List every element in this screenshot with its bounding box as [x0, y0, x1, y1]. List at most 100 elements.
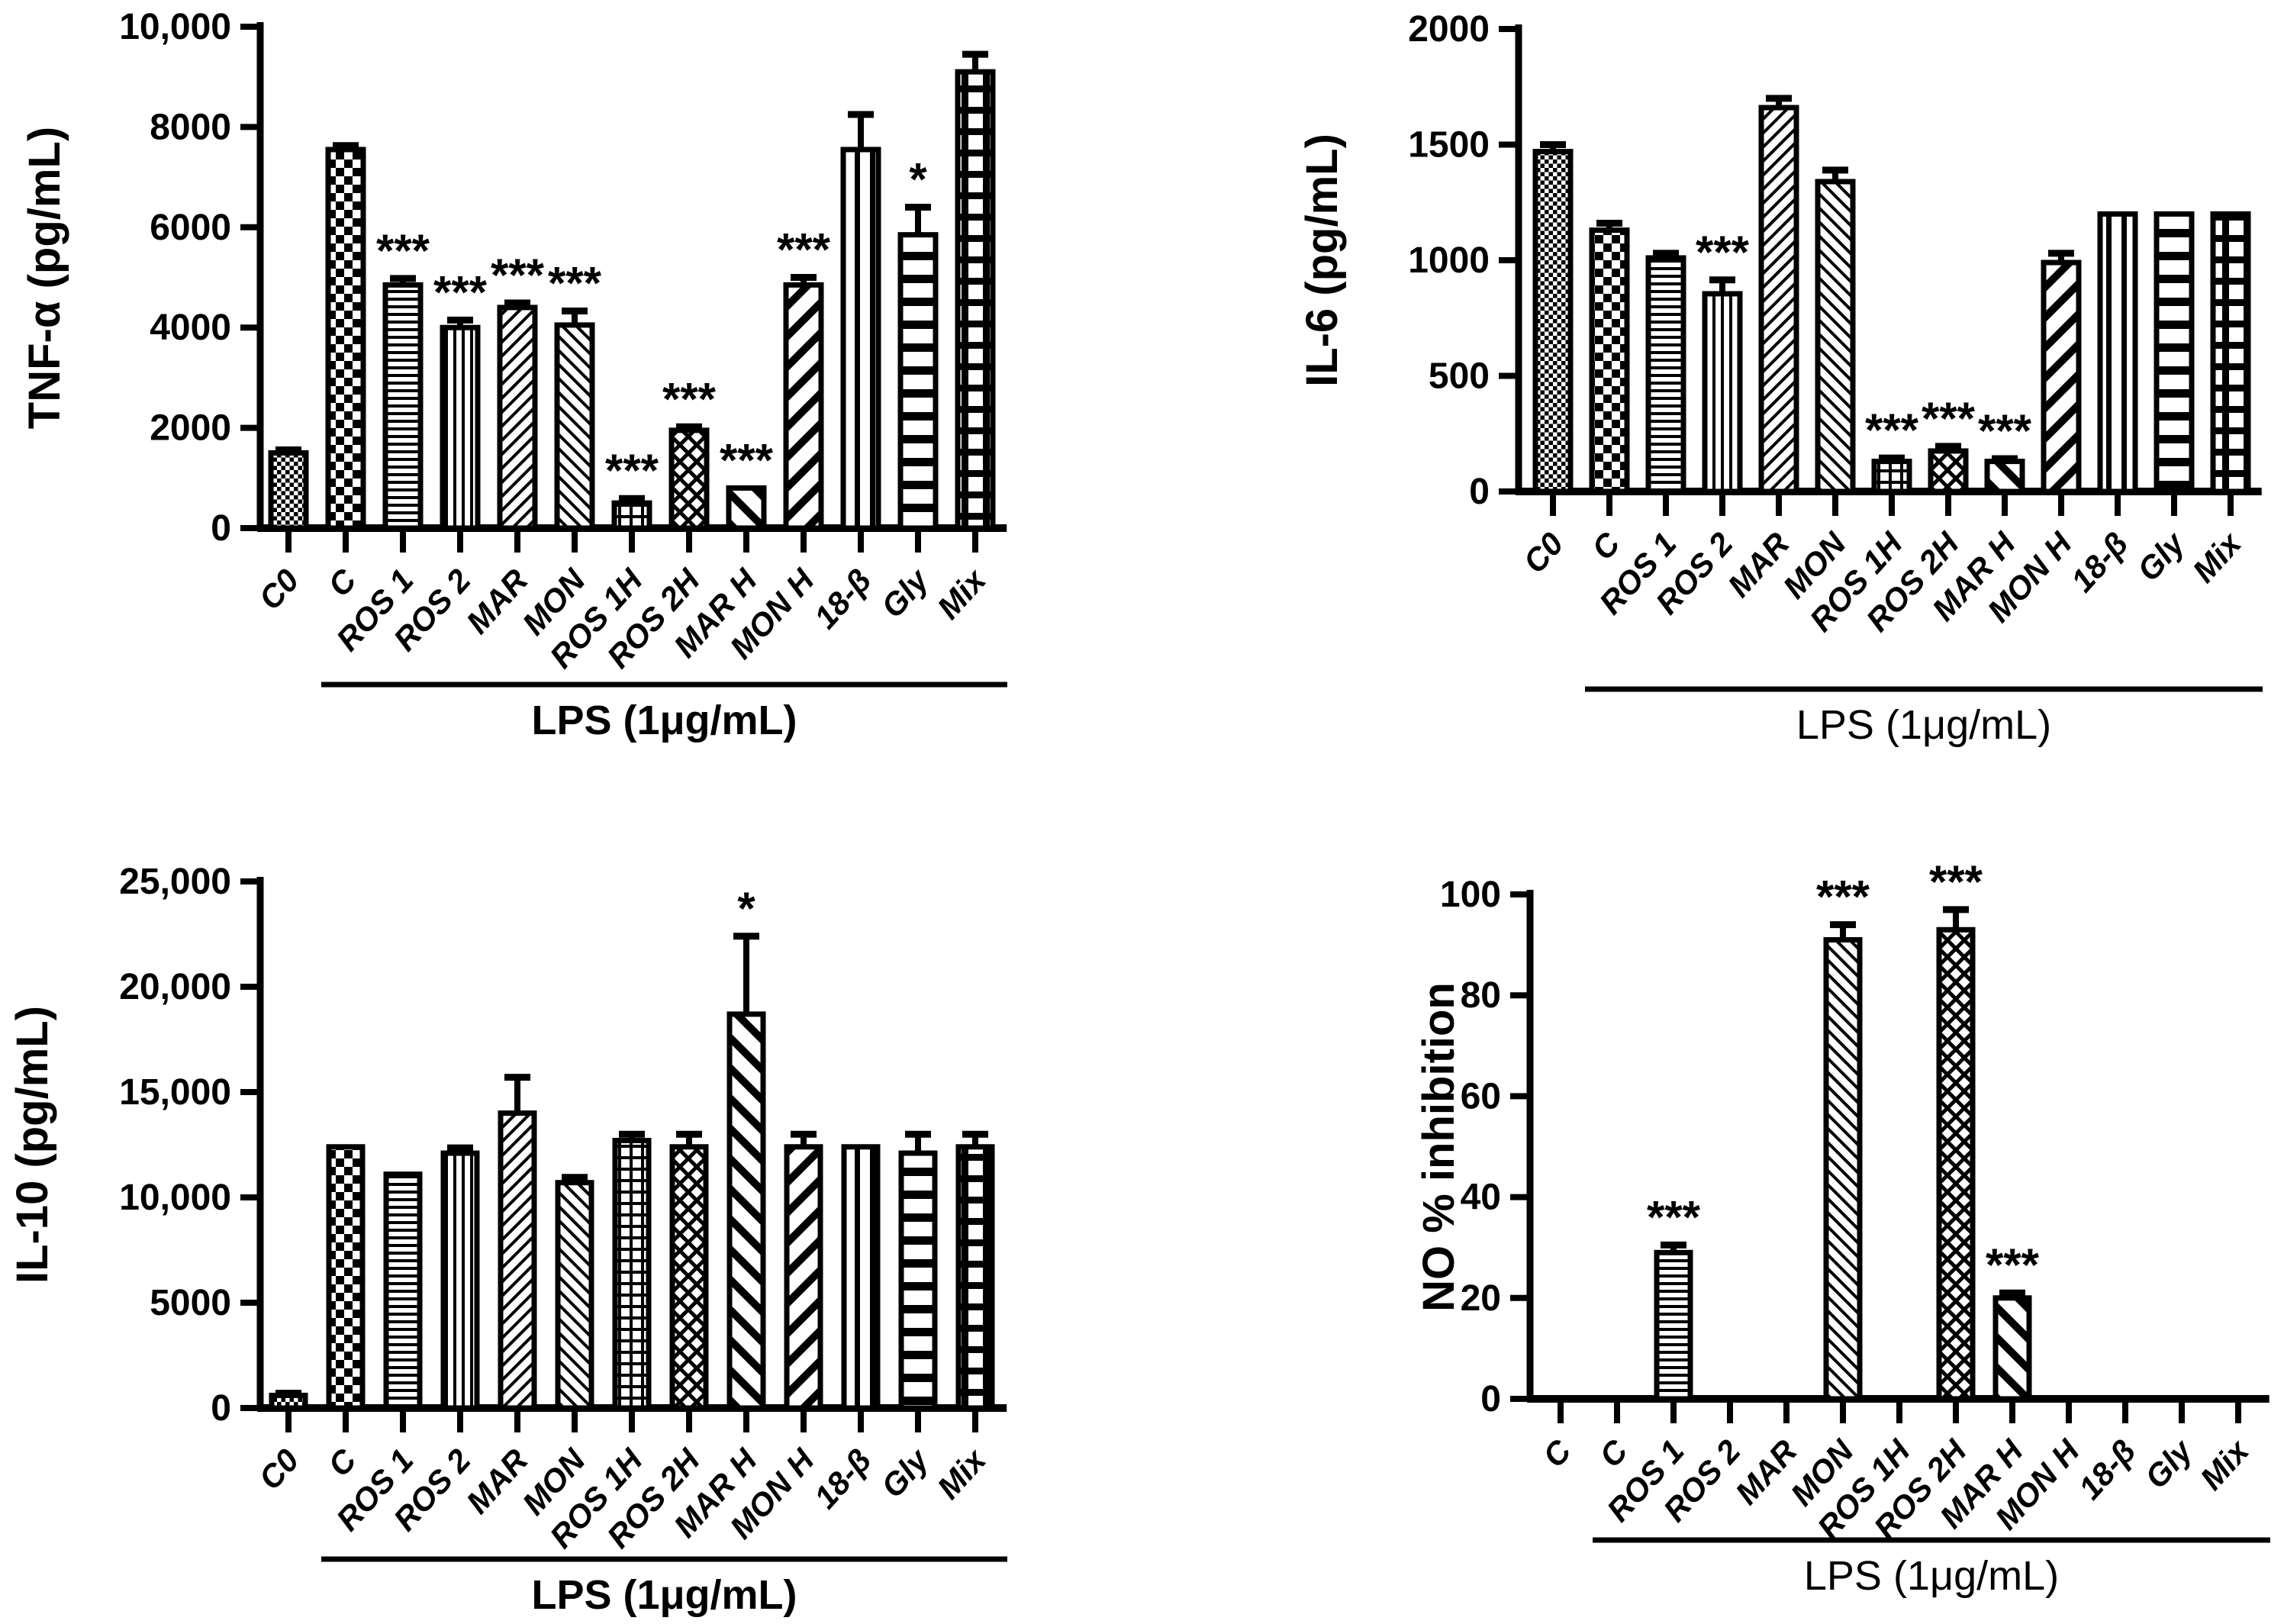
- significance-ROS 1: ***: [1647, 1191, 1701, 1242]
- bar-MON: [555, 1180, 594, 1411]
- y-tick-label: 15,000: [119, 1072, 231, 1113]
- bar-MAR H: [1992, 1295, 2032, 1402]
- y-tick-label: 20,000: [119, 967, 231, 1007]
- significance-MAR H: ***: [720, 434, 774, 485]
- lps-group-label: LPS (1μg/mL): [1804, 1553, 2059, 1599]
- bar-C0: [269, 1392, 308, 1411]
- bar-ROS 1: [383, 1171, 423, 1411]
- x-tick-label-18-β: 18-β: [2064, 526, 2135, 599]
- y-axis-title: IL-10 (pg/mL): [8, 1006, 57, 1284]
- x-tick-label-C0: C0: [252, 562, 306, 617]
- lps-group-label: LPS (1μg/mL): [531, 1572, 797, 1618]
- y-tick-label: 80: [1461, 975, 1501, 1016]
- y-tick-label: 1500: [1408, 125, 1490, 166]
- y-tick-label: 25,000: [119, 862, 231, 902]
- bar-ROS 1H: [1871, 459, 1912, 495]
- significance-ROS 2: ***: [433, 266, 488, 317]
- bar-MAR H: [726, 1011, 766, 1411]
- chart-panel-tnf-alpha: 0 2000 4000 6000 8000 10,000 TNF-α (pg/mL) C0 C *…: [20, 7, 1007, 743]
- bar-C: [326, 1144, 366, 1411]
- x-tick-label-C: C: [1584, 525, 1627, 566]
- x-tick-label-Gly: Gly: [2130, 524, 2192, 588]
- bar-C0: [1532, 149, 1574, 495]
- x-tick-label-Mix: Mix: [2186, 524, 2249, 589]
- x-tick-label-MAR: MAR: [1728, 1432, 1804, 1511]
- significance-ROS 1H: ***: [605, 445, 659, 496]
- significance-ROS 2: ***: [1696, 227, 1750, 278]
- bar-Gly: [898, 1150, 938, 1411]
- x-tick-label-C0: C0: [1516, 526, 1570, 580]
- bar-ROS 2H: [668, 427, 710, 531]
- significance-MAR H: *: [737, 883, 755, 934]
- x-tick-label-18-β: 18-β: [807, 562, 878, 636]
- bar-18-β: [2097, 211, 2138, 495]
- x-tick-label-Gly: Gly: [874, 561, 936, 625]
- lps-group-label: LPS (1μg/mL): [1796, 702, 2051, 748]
- bar-MAR H: [726, 485, 767, 531]
- y-tick-label: 2000: [150, 408, 231, 449]
- bar-ROS 1: [382, 282, 424, 531]
- bar-MON: [1815, 179, 1856, 495]
- x-tick-label-MAR: MAR: [459, 1442, 535, 1520]
- y-tick-label: 2000: [1408, 9, 1490, 50]
- x-tick-label-C: C: [1592, 1432, 1635, 1474]
- y-tick-label: 0: [211, 508, 231, 549]
- bar-MAR H: [1984, 459, 2025, 495]
- chart-panel-il-10: 0 5000 10,000 15,000 20,000 25,000 IL-10 (pg/m…: [8, 862, 1007, 1618]
- y-tick-label: 0: [1469, 472, 1490, 512]
- bar-MAR: [497, 304, 538, 531]
- bar-Gly: [2154, 211, 2195, 495]
- x-tick-label-Mix: Mix: [930, 1441, 994, 1506]
- significance-MON: ***: [1816, 872, 1870, 923]
- bar-ROS 1H: [612, 1137, 652, 1411]
- bar-ROS 2H: [669, 1144, 709, 1411]
- significance-ROS 2H: ***: [1922, 393, 1976, 444]
- y-tick-label: 60: [1461, 1076, 1501, 1116]
- y-tick-label: 0: [211, 1388, 231, 1429]
- bar-C: [1589, 227, 1630, 495]
- bar-MON: [1823, 936, 1863, 1402]
- y-tick-label: 100: [1440, 875, 1501, 915]
- bar-C0: [268, 450, 309, 531]
- y-tick-label: 10,000: [119, 7, 231, 47]
- bar-C: [325, 147, 366, 531]
- significance-MAR H: ***: [1978, 405, 2032, 456]
- bar-MON H: [783, 282, 824, 531]
- x-tick-label-18-β: 18-β: [807, 1442, 878, 1516]
- bar-MON: [554, 322, 595, 531]
- x-tick-label-Gly: Gly: [874, 1441, 936, 1505]
- significance-ROS 2H: ***: [1929, 856, 1983, 907]
- bar-ROS 1H: [611, 500, 652, 531]
- significance-ROS 1H: ***: [1865, 404, 1919, 456]
- bar-18-β: [840, 147, 881, 531]
- bar-ROS 2: [440, 324, 481, 531]
- bar-Mix: [955, 1144, 995, 1411]
- significance-MON: ***: [548, 258, 602, 309]
- bar-MAR: [498, 1110, 537, 1411]
- y-tick-label: 40: [1461, 1178, 1501, 1218]
- y-axis-title: IL-6 (pg/mL): [1297, 134, 1347, 387]
- x-tick-label-18-β: 18-β: [2072, 1433, 2143, 1506]
- x-tick-label-MAR: MAR: [1721, 525, 1796, 604]
- x-tick-label-Mix: Mix: [2193, 1432, 2257, 1497]
- x-tick-label-Mix: Mix: [930, 561, 994, 626]
- x-tick-label-C0: C0: [252, 1442, 306, 1497]
- lps-group-label: LPS (1μg/mL): [531, 698, 797, 743]
- y-tick-label: 20: [1461, 1278, 1501, 1319]
- bar-18-β: [841, 1144, 881, 1411]
- bar-ROS 1: [1654, 1249, 1693, 1402]
- bar-Mix: [955, 69, 996, 531]
- bar-ROS 2: [440, 1150, 480, 1411]
- significance-MAR H: ***: [1986, 1239, 2040, 1290]
- significance-ROS 1: ***: [376, 225, 430, 276]
- bar-ROS 2: [1702, 291, 1743, 495]
- bar-MON H: [784, 1144, 823, 1411]
- bar-MON H: [2041, 259, 2082, 495]
- significance-MON H: ***: [777, 224, 831, 276]
- significance-Gly: *: [909, 154, 927, 205]
- y-tick-label: 0: [1480, 1379, 1501, 1419]
